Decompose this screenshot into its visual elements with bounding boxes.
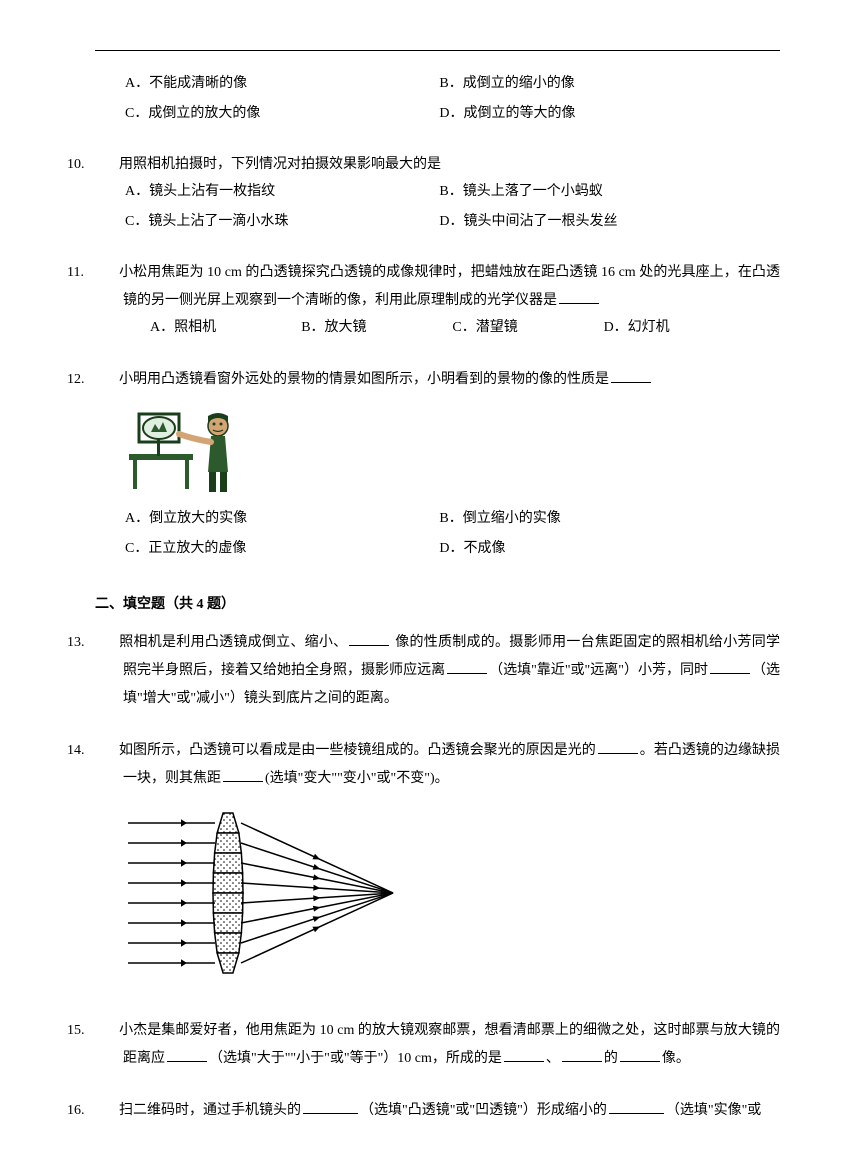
q15-num: 15. — [95, 1017, 119, 1045]
q16-blank2 — [609, 1100, 664, 1114]
q15-p2: （选填"大于""小于"或"等于"）10 cm，所成的是 — [209, 1051, 502, 1066]
q13-blank1 — [349, 632, 389, 646]
q16-num: 16. — [95, 1097, 119, 1125]
q15-p3: 、 — [546, 1051, 560, 1066]
q12-opt-b: B．倒立缩小的实像 — [439, 506, 753, 533]
q12-stem: 12.小明用凸透镜看窗外远处的景物的情景如图所示，小明看到的景物的像的性质是 — [95, 366, 780, 394]
q13-p3: （选填"靠近"或"远离"）小芳，同时 — [489, 663, 708, 678]
q12-text: 小明用凸透镜看窗外远处的景物的情景如图所示，小明看到的景物的像的性质是 — [119, 372, 609, 387]
q10-options-row2: C．镜头上沾了一滴小水珠 D．镜头中间沾了一根头发丝 — [125, 209, 780, 236]
q13-stem: 13.照相机是利用凸透镜成倒立、缩小、 像的性质制成的。摄影师用一台焦距固定的照… — [95, 629, 780, 713]
q12: 12.小明用凸透镜看窗外远处的景物的情景如图所示，小明看到的景物的像的性质是 — [95, 366, 780, 562]
q10-opt-a: A．镜头上沾有一枚指纹 — [125, 179, 439, 206]
q-partial-options-row1: A．不能成清晰的像 B．成倒立的缩小的像 — [125, 71, 780, 98]
q11-num: 11. — [95, 259, 119, 287]
q11-opt-d: D．幻灯机 — [604, 315, 755, 342]
q10: 10.用照相机拍摄时，下列情况对拍摄效果影响最大的是 A．镜头上沾有一枚指纹 B… — [95, 151, 780, 235]
q10-opt-d: D．镜头中间沾了一根头发丝 — [439, 209, 753, 236]
q11-opt-c: C．潜望镜 — [452, 315, 603, 342]
q10-stem: 10.用照相机拍摄时，下列情况对拍摄效果影响最大的是 — [95, 151, 780, 179]
q-partial-opt-a: A．不能成清晰的像 — [125, 71, 439, 98]
q13-p1: 照相机是利用凸透镜成倒立、缩小、 — [119, 635, 347, 650]
q12-figure — [123, 404, 780, 496]
section2-header: 二、填空题（共 4 题） — [95, 592, 780, 619]
q14-figure-svg — [123, 803, 403, 993]
q14-p1: 如图所示，凸透镜可以看成是由一些棱镜组成的。凸透镜会聚光的原因是光的 — [119, 743, 596, 758]
q13-blank3 — [710, 660, 750, 674]
q10-num: 10. — [95, 151, 119, 179]
q10-text: 用照相机拍摄时，下列情况对拍摄效果影响最大的是 — [119, 157, 441, 172]
q11: 11.小松用焦距为 10 cm 的凸透镜探究凸透镜的成像规律时，把蜡烛放在距凸透… — [95, 259, 780, 342]
q13: 13.照相机是利用凸透镜成倒立、缩小、 像的性质制成的。摄影师用一台焦距固定的照… — [95, 629, 780, 713]
q15-stem: 15.小杰是集邮爱好者，他用焦距为 10 cm 的放大镜观察邮票，想看清邮票上的… — [95, 1017, 780, 1073]
q15-p4: 的 — [604, 1051, 618, 1066]
q12-opt-c: C．正立放大的虚像 — [125, 536, 439, 563]
q-partial-opt-c: C．成倒立的放大的像 — [125, 101, 439, 128]
q11-options-row: A．照相机 B．放大镜 C．潜望镜 D．幻灯机 — [150, 315, 780, 342]
q10-options-row1: A．镜头上沾有一枚指纹 B．镜头上落了一个小蚂蚁 — [125, 179, 780, 206]
header-rule — [95, 50, 780, 51]
q16-p1: 扫二维码时，通过手机镜头的 — [119, 1103, 301, 1118]
q12-opt-d: D．不成像 — [439, 536, 753, 563]
q14-blank1 — [598, 740, 638, 754]
q16: 16.扫二维码时，通过手机镜头的 （选填"凸透镜"或"凹透镜"）形成缩小的 （选填"… — [95, 1097, 780, 1125]
q11-blank — [559, 290, 599, 304]
q12-options-row1: A．倒立放大的实像 B．倒立缩小的实像 — [125, 506, 780, 533]
q15-blank1 — [167, 1048, 207, 1062]
q16-stem: 16.扫二维码时，通过手机镜头的 （选填"凸透镜"或"凹透镜"）形成缩小的 （选填"… — [95, 1097, 780, 1125]
q14-figure — [123, 803, 780, 993]
q14-stem: 14.如图所示，凸透镜可以看成是由一些棱镜组成的。凸透镜会聚光的原因是光的。若凸… — [95, 737, 780, 793]
q10-opt-b: B．镜头上落了一个小蚂蚁 — [439, 179, 753, 206]
q15-blank4 — [620, 1048, 660, 1062]
q11-text: 小松用焦距为 10 cm 的凸透镜探究凸透镜的成像规律时，把蜡烛放在距凸透镜 1… — [119, 265, 780, 308]
q14: 14.如图所示，凸透镜可以看成是由一些棱镜组成的。凸透镜会聚光的原因是光的。若凸… — [95, 737, 780, 993]
q15-p5: 像。 — [662, 1051, 690, 1066]
q11-opt-b: B．放大镜 — [301, 315, 452, 342]
q15-blank3 — [562, 1048, 602, 1062]
q16-blank1 — [303, 1100, 358, 1114]
q11-opt-a: A．照相机 — [150, 315, 301, 342]
q16-p2: （选填"凸透镜"或"凹透镜"）形成缩小的 — [360, 1103, 607, 1118]
q12-blank — [611, 369, 651, 383]
q14-p3: (选填"变大""变小"或"不变")。 — [265, 771, 449, 786]
q11-stem: 11.小松用焦距为 10 cm 的凸透镜探究凸透镜的成像规律时，把蜡烛放在距凸透… — [95, 259, 780, 315]
q13-num: 13. — [95, 629, 119, 657]
q12-num: 12. — [95, 366, 119, 394]
q-partial-opt-d: D．成倒立的等大的像 — [439, 101, 753, 128]
q16-p3: （选填"实像"或 — [666, 1103, 761, 1118]
q15-blank2 — [504, 1048, 544, 1062]
q14-num: 14. — [95, 737, 119, 765]
q13-blank2 — [447, 660, 487, 674]
q10-opt-c: C．镜头上沾了一滴小水珠 — [125, 209, 439, 236]
q-partial-options-row2: C．成倒立的放大的像 D．成倒立的等大的像 — [125, 101, 780, 128]
q14-blank2 — [223, 768, 263, 782]
q12-figure-svg — [123, 404, 253, 496]
q12-options-row2: C．正立放大的虚像 D．不成像 — [125, 536, 780, 563]
q12-opt-a: A．倒立放大的实像 — [125, 506, 439, 533]
q-partial-opt-b: B．成倒立的缩小的像 — [439, 71, 753, 98]
q15: 15.小杰是集邮爱好者，他用焦距为 10 cm 的放大镜观察邮票，想看清邮票上的… — [95, 1017, 780, 1073]
